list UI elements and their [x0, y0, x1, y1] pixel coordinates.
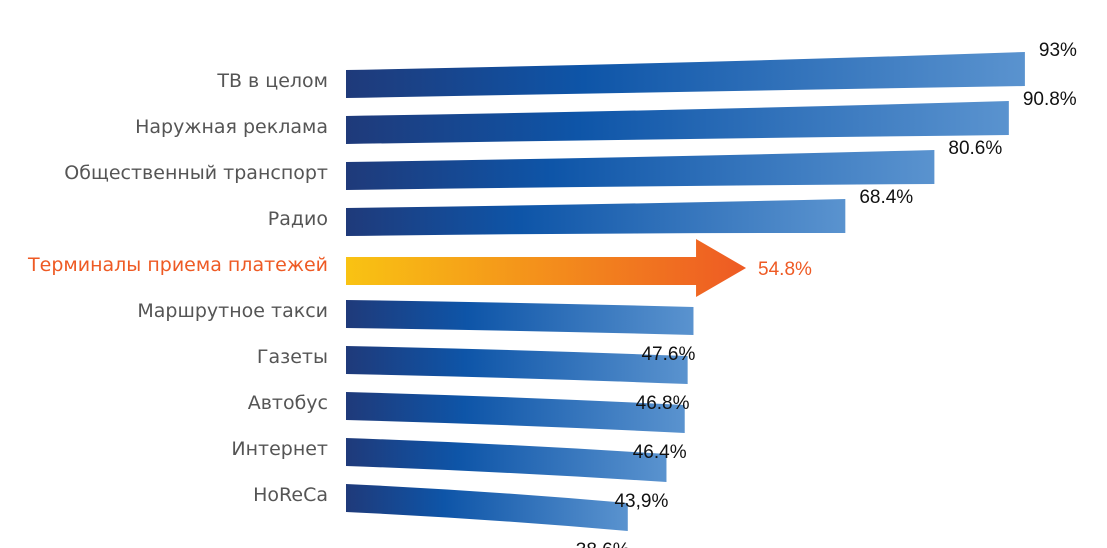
category-label-0: ТВ в целом [216, 70, 328, 92]
bar-0 [346, 52, 1025, 98]
category-label-4: Терминалы приема платежей [27, 254, 328, 276]
value-label-8: 43,9% [614, 491, 668, 512]
bar-4 [346, 239, 747, 297]
value-label-9: 38.6% [576, 540, 630, 548]
value-label-6: 46.8% [636, 393, 690, 414]
bar-9 [346, 484, 628, 531]
bar-7 [346, 392, 685, 433]
category-labels-group: ТВ в целом Наружная реклама Общественный т… [27, 70, 328, 506]
value-label-0: 93% [1039, 40, 1077, 61]
category-label-1: Наружная реклама [135, 116, 328, 138]
category-label-7: Автобус [248, 392, 328, 414]
bar-6 [346, 346, 688, 384]
value-label-4: 54.8% [758, 259, 812, 280]
value-labels-group: 93% 90.8% 80.6% 68.4% 54.8% 47.6% 46.8% 46.4% 43… [576, 40, 1077, 548]
category-label-9: HoReCa [253, 484, 328, 506]
value-label-2: 80.6% [948, 138, 1002, 159]
value-label-1: 90.8% [1023, 89, 1077, 110]
bar-1 [346, 101, 1009, 144]
bar-8 [346, 438, 667, 482]
value-label-5: 47.6% [641, 344, 695, 365]
category-label-2: Общественный транспорт [64, 162, 328, 184]
bar-5 [346, 300, 694, 335]
bars-group [346, 52, 1025, 531]
category-label-5: Маршрутное такси [137, 300, 328, 322]
bar-2 [346, 150, 935, 190]
category-label-8: Интернет [231, 438, 328, 460]
value-label-3: 68.4% [859, 187, 913, 208]
bar-3 [346, 199, 846, 236]
category-label-6: Газеты [257, 346, 328, 368]
value-label-7: 46.4% [633, 442, 687, 463]
category-label-3: Радио [268, 208, 328, 230]
